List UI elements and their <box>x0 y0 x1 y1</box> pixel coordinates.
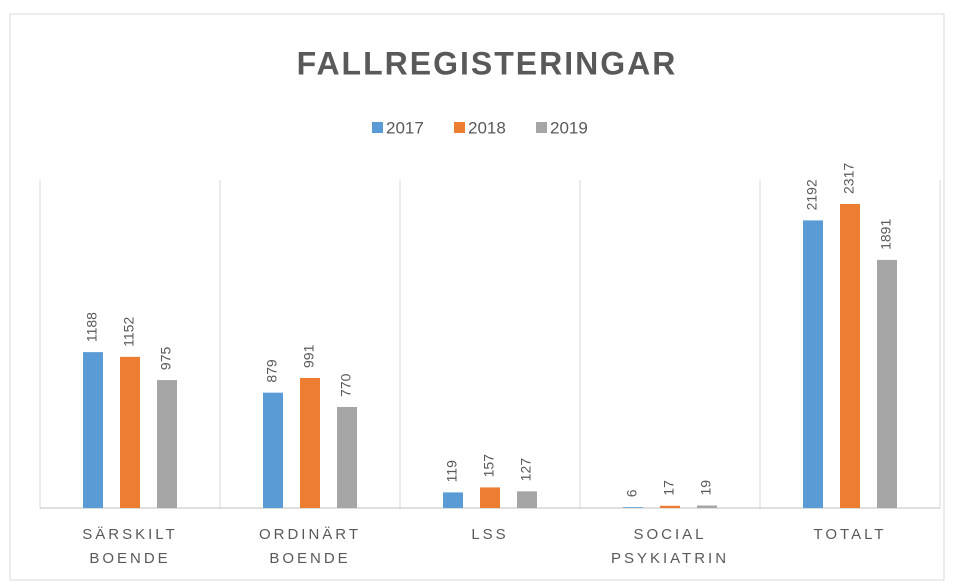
bar <box>263 392 283 508</box>
bar <box>697 505 717 508</box>
legend-swatch <box>372 122 383 133</box>
bar <box>480 487 500 508</box>
x-tick-label: TOTALT <box>813 526 886 543</box>
value-label: 975 <box>158 347 174 371</box>
bar <box>623 507 643 508</box>
bar <box>157 380 177 508</box>
x-tick-label: SOCIAL PSYKIATRIN <box>611 526 729 567</box>
legend-label: 2019 <box>550 118 588 137</box>
legend-swatch <box>536 122 547 133</box>
bar <box>803 220 823 508</box>
x-tick-label: SÄRSKILT BOENDE <box>82 526 177 567</box>
value-label: 1891 <box>878 219 894 250</box>
bar <box>517 491 537 508</box>
value-label: 879 <box>264 359 280 383</box>
value-label: 2192 <box>804 179 820 210</box>
value-label: 19 <box>698 480 714 496</box>
legend-swatch <box>454 122 465 133</box>
value-label: 6 <box>624 489 640 497</box>
bar <box>877 259 897 508</box>
value-label: 119 <box>444 460 460 483</box>
value-label: 157 <box>481 454 497 478</box>
bar <box>660 505 680 508</box>
x-tick-label: LSS <box>471 526 508 543</box>
legend-label: 2017 <box>386 118 424 137</box>
value-label: 991 <box>301 344 317 368</box>
legend-label: 2018 <box>468 118 506 137</box>
bar <box>443 492 463 508</box>
value-label: 127 <box>518 458 534 482</box>
value-label: 2317 <box>841 163 857 194</box>
bar <box>120 356 140 508</box>
chart-title: FALLREGISTERINGAR <box>297 45 678 81</box>
value-label: 17 <box>661 480 677 496</box>
bar <box>337 406 357 508</box>
bar <box>840 204 860 509</box>
value-label: 1152 <box>121 317 137 347</box>
bar <box>300 377 320 508</box>
value-label: 1188 <box>84 312 100 342</box>
x-tick-label: ORDINÄRT BOENDE <box>259 526 361 567</box>
bar <box>83 352 103 508</box>
value-label: 770 <box>338 373 354 397</box>
